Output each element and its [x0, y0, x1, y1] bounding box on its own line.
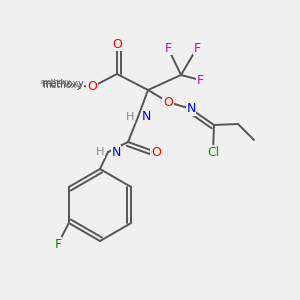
Text: F: F [194, 41, 201, 55]
Text: O: O [87, 80, 97, 94]
Text: O: O [112, 38, 122, 50]
Text: Cl: Cl [207, 146, 219, 158]
Text: N: N [186, 103, 196, 116]
Text: methoxy: methoxy [41, 79, 71, 85]
Text: H: H [96, 147, 104, 157]
Text: methoxy: methoxy [42, 80, 82, 89]
Text: F: F [196, 74, 204, 86]
Text: F: F [164, 41, 172, 55]
Text: methoxy: methoxy [40, 79, 83, 89]
Text: N: N [141, 110, 151, 124]
Text: F: F [54, 238, 61, 250]
Text: N: N [111, 146, 121, 158]
Text: O: O [151, 146, 161, 158]
Text: H: H [126, 112, 134, 122]
Text: O: O [163, 95, 173, 109]
